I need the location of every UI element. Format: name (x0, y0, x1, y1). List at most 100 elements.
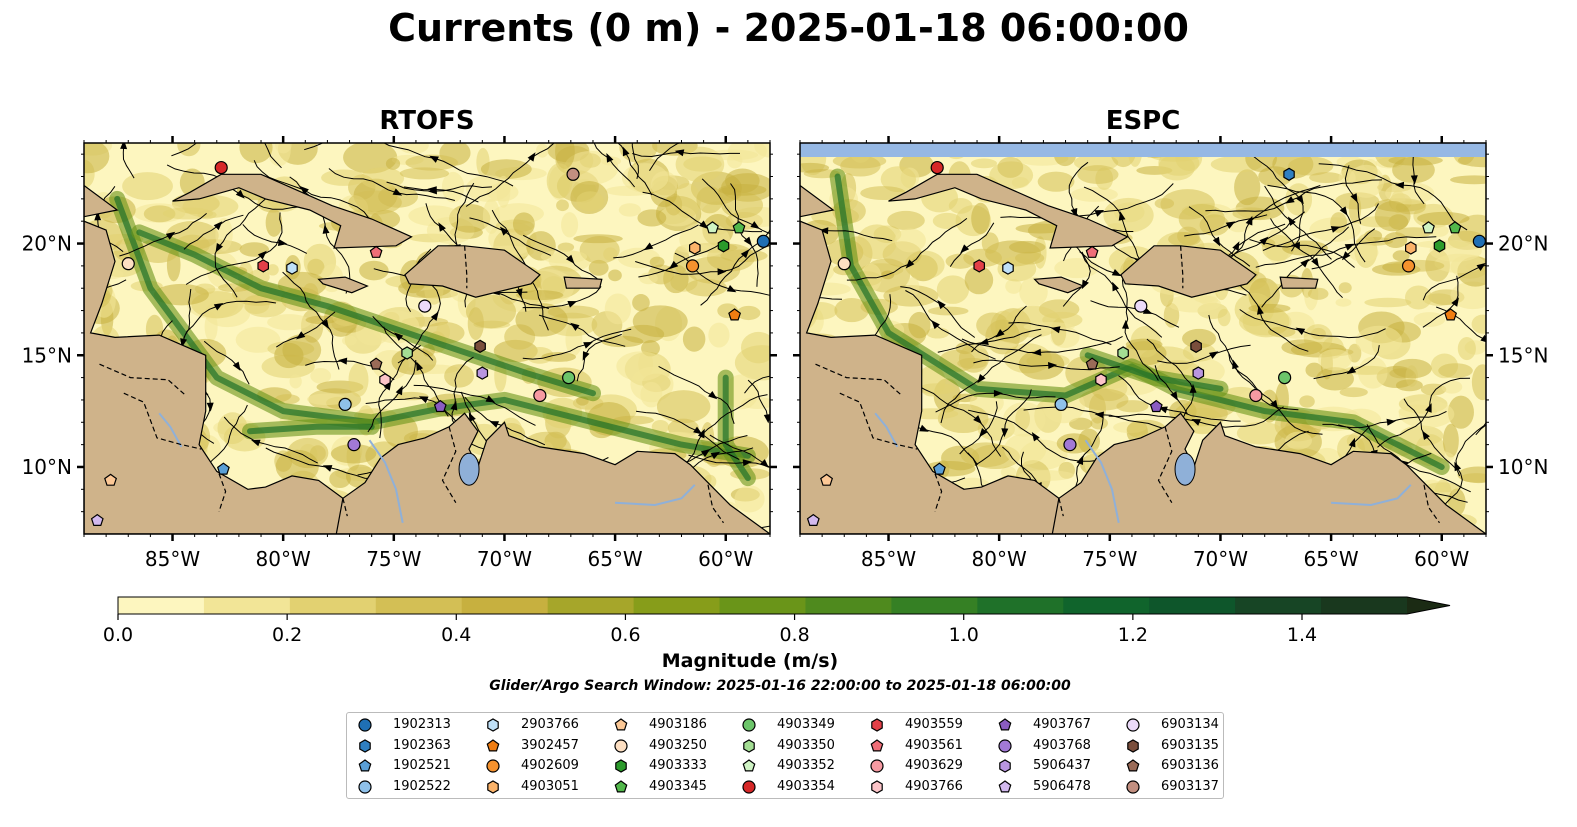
legend-label: 4903354 (777, 778, 835, 794)
colorbar-segment (1063, 597, 1150, 614)
colorbar-segment (805, 597, 892, 614)
streamline-arrow (973, 415, 982, 424)
y-tick-label: 10°N (1498, 455, 1548, 479)
legend-entry-4903333: 4903333 (607, 755, 731, 776)
field-patch (632, 294, 650, 312)
streamline-arrow (977, 374, 986, 384)
streamline (1311, 228, 1376, 270)
legend-marker-icon (742, 759, 756, 772)
streamline (1071, 242, 1163, 338)
field-patch (405, 154, 459, 171)
rtofs-axes: 85°W 80°W 75°W 70°W 65°W 60°W 10°N 15°N 20°N (22, 136, 777, 571)
float-4903629-marker (533, 388, 547, 403)
streamline (635, 244, 770, 275)
streamline (730, 183, 759, 287)
streamline-arrow (515, 288, 523, 298)
streamline-arrow (1346, 366, 1357, 375)
streamline (617, 143, 653, 196)
legend-label: 1902522 (393, 778, 451, 794)
streamline (638, 242, 723, 278)
legend-entry-4903352: 4903352 (735, 755, 859, 776)
streamline-arrow (1191, 419, 1201, 426)
field-patch (555, 143, 575, 169)
streamline (701, 178, 770, 235)
streamline (1261, 226, 1350, 308)
espc-no-data-band (800, 143, 1486, 157)
river (874, 412, 899, 448)
field-patch (682, 326, 706, 352)
colorbar-segment (547, 597, 635, 614)
streamline-arrow (1001, 428, 1009, 438)
field-patch (274, 342, 304, 369)
legend-marker-icon (358, 779, 372, 794)
streamline-arrow (1048, 362, 1058, 369)
float-6903134-marker (1134, 299, 1148, 313)
float-4903352-marker (1422, 221, 1435, 234)
legend-marker-4902609 (486, 759, 500, 773)
streamline-arrow (299, 186, 309, 195)
streamline (538, 314, 626, 347)
streamline-arrow (418, 396, 429, 404)
streamline-arrow (743, 236, 752, 246)
streamline (1184, 214, 1268, 237)
streamline-arrow (52, 426, 61, 435)
field-patch (1285, 431, 1313, 450)
float-4903250-marker (121, 257, 135, 271)
streamline (1243, 144, 1304, 252)
field-patch (341, 335, 357, 346)
legend-marker-6903136 (1126, 759, 1140, 772)
streamline (1313, 345, 1380, 380)
legend-entry-4903766: 4903766 (863, 776, 987, 797)
streamline (223, 416, 318, 464)
streamline-arrow (819, 578, 826, 588)
y-tick-label: 15°N (22, 343, 72, 367)
legend-marker-icon (486, 738, 500, 751)
field-patch (512, 212, 535, 236)
streamline (1023, 406, 1184, 437)
field-patch (945, 253, 975, 269)
legend-entry-1902521: 1902521 (351, 755, 475, 776)
field-patch (557, 242, 575, 252)
y-tick-label: 10°N (22, 455, 72, 479)
streamline-arrow (1225, 221, 1236, 229)
landmass (84, 184, 119, 218)
legend-entry-4903561: 4903561 (863, 735, 987, 756)
field-patch (1424, 482, 1462, 493)
field-patch (1004, 433, 1047, 465)
legend-marker-icon (871, 718, 883, 732)
field-patch (834, 297, 869, 323)
legend-entry-6903134: 6903134 (1119, 714, 1243, 735)
legend-entry-6903136: 6903136 (1119, 755, 1243, 776)
field-patch (561, 212, 579, 238)
streamline (522, 286, 602, 309)
streamline-arrow (919, 424, 929, 432)
float-5906437-marker (476, 366, 489, 380)
float-4903333-marker (717, 239, 730, 253)
streamline (214, 191, 273, 298)
field-patch (573, 234, 623, 244)
streamline (253, 160, 375, 224)
streamline-arrow (1330, 226, 1341, 233)
legend-marker-2903766 (487, 718, 499, 732)
streamline-arrow (1311, 257, 1319, 268)
streamline (1154, 365, 1188, 415)
streamline-arrow (416, 361, 424, 371)
legend-marker-icon (998, 738, 1012, 753)
legend-entry-1902313: 1902313 (351, 714, 475, 735)
field-patch (649, 256, 665, 268)
streamline (1083, 186, 1142, 263)
float-3902457-marker (728, 308, 742, 321)
streamline-arrow (763, 414, 770, 424)
streamline (1318, 163, 1468, 231)
streamline (631, 143, 639, 180)
float-4903333-marker (1433, 239, 1446, 253)
streamline-arrow (94, 211, 102, 221)
country-border (342, 498, 348, 517)
field-patch (685, 278, 728, 297)
field-patch (1069, 417, 1093, 430)
streamline-arrow (1451, 297, 1459, 307)
float-1902363-marker (1283, 167, 1295, 181)
legend-label: 4903350 (777, 737, 835, 753)
field-patch (860, 186, 907, 201)
x-tick-label: 60°W (698, 547, 753, 571)
